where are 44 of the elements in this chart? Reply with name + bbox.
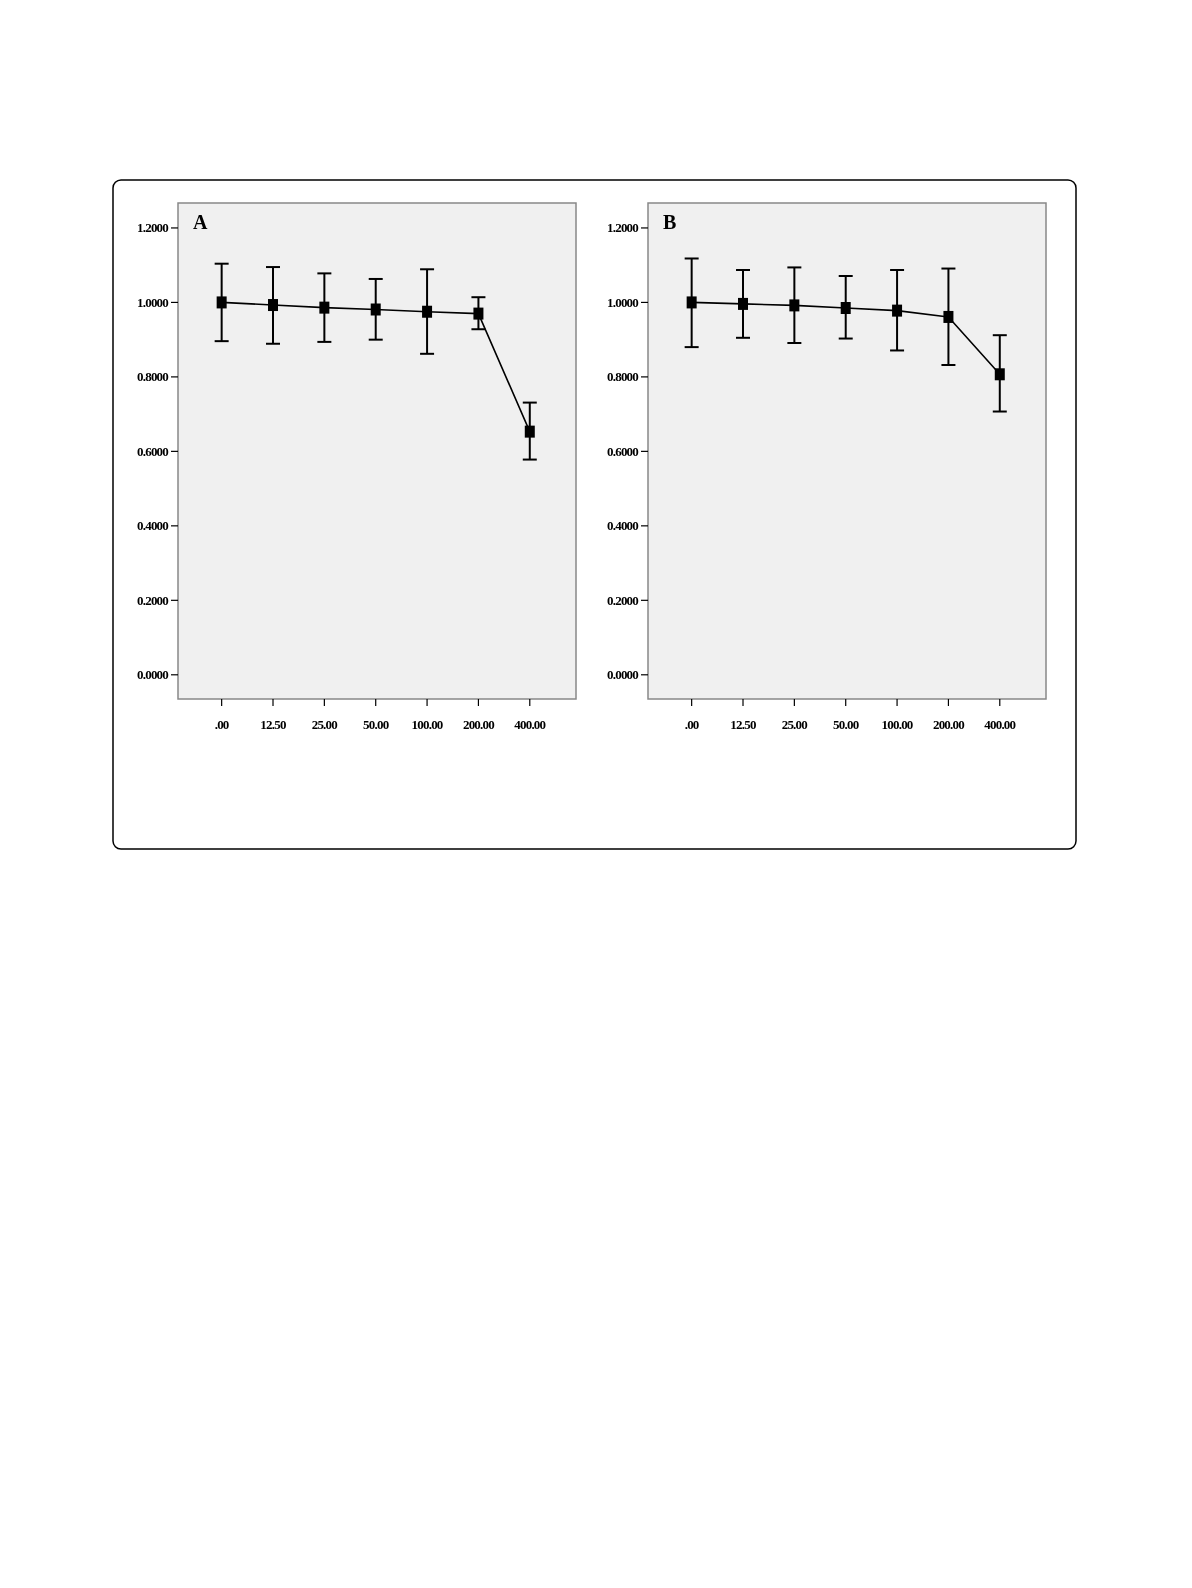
x-tick-label: 100.00 [411, 717, 443, 732]
y-tick-label: 0.4000 [137, 518, 169, 534]
point [943, 310, 954, 323]
x-tick-label: .00 [214, 717, 229, 732]
chart-title: B [663, 211, 677, 233]
chart-title: A [193, 211, 208, 233]
x-tick-label: 25.00 [311, 717, 338, 732]
point [268, 299, 279, 312]
y-tick-label: 1.0000 [607, 294, 639, 310]
point [840, 302, 851, 315]
y-tick-label: 0.6000 [137, 443, 169, 459]
y-tick-label: 0.2000 [607, 592, 639, 608]
point [422, 305, 433, 318]
x-tick-label: 100.00 [881, 717, 913, 732]
point [686, 296, 697, 309]
x-tick-label: 50.00 [363, 717, 389, 732]
y-tick-label: 0.0000 [607, 667, 639, 683]
point [216, 296, 227, 309]
y-tick-label: 0.4000 [607, 518, 639, 534]
y-tick-label: 1.2000 [607, 220, 639, 236]
x-tick-label: 200.00 [462, 717, 495, 732]
y-tick-label: 0.8000 [607, 369, 639, 385]
y-tick-label: 0.0000 [137, 667, 169, 683]
point [738, 297, 749, 310]
x-tick-label: 400.00 [984, 717, 1016, 732]
y-tick-label: 1.2000 [137, 220, 169, 236]
x-tick-label: 50.00 [833, 717, 859, 732]
point [524, 425, 535, 438]
point [370, 303, 381, 316]
x-tick-label: .00 [684, 717, 699, 732]
point [789, 299, 800, 312]
y-tick-label: 0.6000 [607, 443, 639, 459]
y-tick-label: 1.0000 [137, 294, 169, 310]
point [319, 301, 330, 314]
y-tick-label: 0.8000 [137, 369, 169, 385]
x-tick-label: 12.50 [730, 717, 756, 732]
x-tick-label: 25.00 [781, 717, 808, 732]
x-tick-label: 12.50 [260, 717, 286, 732]
y-tick-label: 0.2000 [137, 592, 169, 608]
point [892, 304, 903, 317]
point [473, 307, 484, 320]
point [994, 368, 1005, 381]
x-tick-label: 400.00 [514, 717, 546, 732]
x-tick-label: 200.00 [932, 717, 965, 732]
